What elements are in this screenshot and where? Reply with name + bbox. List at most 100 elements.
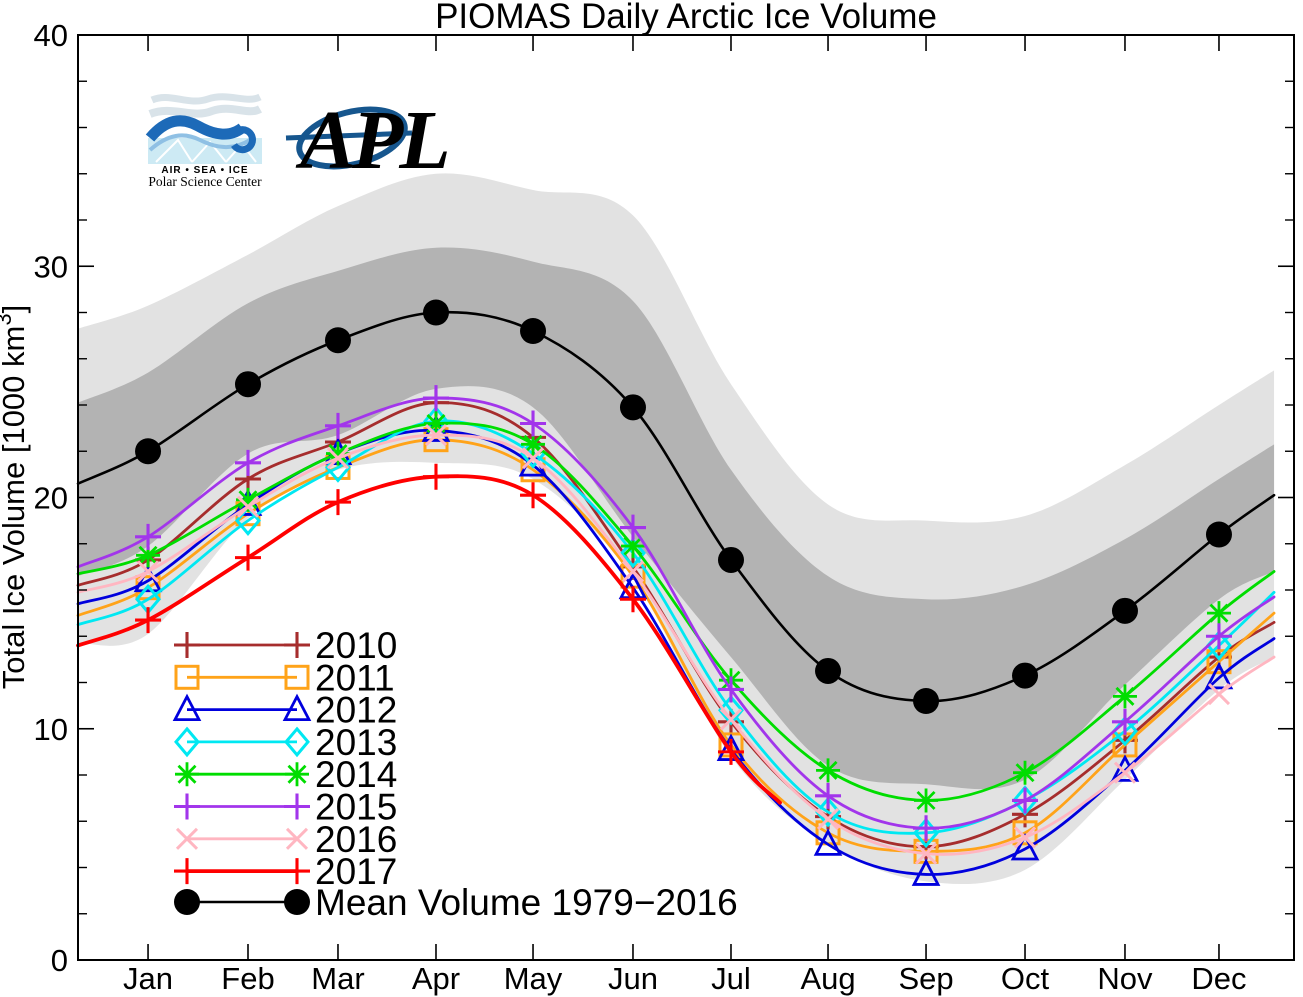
y-axis-label: Total Ice Volume [1000 km3] <box>0 305 31 689</box>
triangle-marker <box>813 828 843 856</box>
y-tick-label: 40 <box>34 18 68 53</box>
plus-marker <box>234 449 261 476</box>
x-marker <box>136 560 160 583</box>
circle-marker <box>619 394 646 421</box>
legend-label: 2010 <box>315 625 397 666</box>
diamond-marker <box>235 505 261 536</box>
diamond-marker <box>718 694 744 726</box>
plus-marker <box>422 385 449 412</box>
circle-marker <box>135 438 162 465</box>
triangle-marker <box>1010 832 1040 861</box>
plus-marker <box>717 676 744 703</box>
circle-marker <box>1012 662 1039 689</box>
series-2017 <box>76 463 782 805</box>
asterisk-marker <box>285 762 309 787</box>
plus-marker <box>520 410 547 437</box>
legend-entry-2012: 2012 <box>172 690 397 731</box>
triangle-marker <box>282 693 312 721</box>
x-marker <box>1113 761 1137 784</box>
plus-marker <box>284 858 310 885</box>
diamond-marker <box>174 726 200 758</box>
circle-marker <box>815 657 842 684</box>
asterisk-marker <box>325 441 350 466</box>
apl-logo: APL <box>285 94 451 187</box>
x-tick-label: Jun <box>608 961 658 996</box>
psc-name: Polar Science Center <box>148 174 262 189</box>
plus-marker <box>1111 708 1138 735</box>
psc-wave-curl <box>231 126 256 154</box>
legend-entry-2011: 2011 <box>174 657 395 698</box>
circle-marker <box>234 371 261 398</box>
series-line-2017 <box>76 474 782 805</box>
legend-label: 2015 <box>315 787 397 828</box>
legend-entry-2015: 2015 <box>174 787 397 828</box>
asterisk-marker <box>816 758 841 783</box>
x-marker <box>1207 683 1231 706</box>
series-line-2016 <box>76 433 1276 856</box>
plus-marker <box>284 793 310 820</box>
x-marker <box>236 495 260 518</box>
x-tick-label: Apr <box>412 961 460 996</box>
y-tick-label: 0 <box>51 943 68 978</box>
plus-marker <box>520 482 547 509</box>
series-line-2014 <box>76 421 1276 802</box>
legend-label: 2014 <box>315 754 397 795</box>
psc-cloud-shape2 <box>148 104 263 118</box>
square-marker <box>284 664 310 690</box>
circle-marker <box>913 688 940 714</box>
circle-marker <box>1111 597 1138 624</box>
x-marker <box>521 447 545 470</box>
legend-entry-2016: 2016 <box>175 819 397 860</box>
diamond-marker <box>620 537 646 569</box>
diamond-marker <box>325 452 351 483</box>
x-marker <box>719 708 743 731</box>
plus-marker <box>1012 787 1039 814</box>
circle-marker <box>284 889 310 915</box>
series-line-2013 <box>76 419 1276 835</box>
plus-marker <box>174 793 200 820</box>
x-tick-label: Jul <box>711 961 751 996</box>
legend-label: 2017 <box>315 851 397 892</box>
circle-marker <box>520 318 547 344</box>
plus-marker <box>135 607 162 634</box>
plus-marker <box>1205 623 1232 650</box>
series-line-2011 <box>76 438 1276 853</box>
asterisk-marker <box>423 411 448 436</box>
x-tick-label: May <box>504 961 563 996</box>
psc-wave-main <box>145 115 246 142</box>
asterisk-marker <box>914 788 939 813</box>
y-tick-label: 10 <box>34 712 68 747</box>
x-marker <box>914 842 938 865</box>
asterisk-marker <box>1112 684 1137 709</box>
x-tick-label: Nov <box>1097 961 1153 996</box>
apl-text: APL <box>295 94 447 187</box>
square-marker <box>174 664 200 690</box>
plus-marker <box>913 815 940 842</box>
series-lines <box>76 299 1276 886</box>
plus-marker <box>717 738 744 765</box>
plus-marker <box>619 514 646 541</box>
asterisk-marker <box>1013 760 1038 785</box>
diamond-marker <box>815 796 841 828</box>
series-mean <box>76 299 1276 714</box>
axes: Jan Feb Mar Apr May Jun Jul Aug Sep Oct Nov Dec 0 10 2… <box>34 18 1295 996</box>
x-tick-label: Jan <box>123 961 173 996</box>
asterisk-marker <box>136 543 161 568</box>
plus-marker <box>619 586 646 613</box>
apl-crossbar <box>285 130 413 141</box>
square-marker <box>1206 649 1232 675</box>
plus-marker <box>174 858 200 885</box>
x-tick-label: Dec <box>1191 961 1246 996</box>
y-tick-label: 20 <box>34 481 68 516</box>
asterisk-marker <box>1206 601 1231 626</box>
triangle-marker <box>911 858 941 886</box>
series-line-2015 <box>76 396 1276 830</box>
psc-air-sea-ice: AIR • SEA • ICE <box>161 165 248 176</box>
legend-entry-mean: Mean Volume 1979−2016 <box>174 882 738 923</box>
x-tick-label: Aug <box>800 961 855 996</box>
plus-marker <box>324 489 351 516</box>
x-marker <box>175 827 199 850</box>
x-marker <box>621 560 645 583</box>
